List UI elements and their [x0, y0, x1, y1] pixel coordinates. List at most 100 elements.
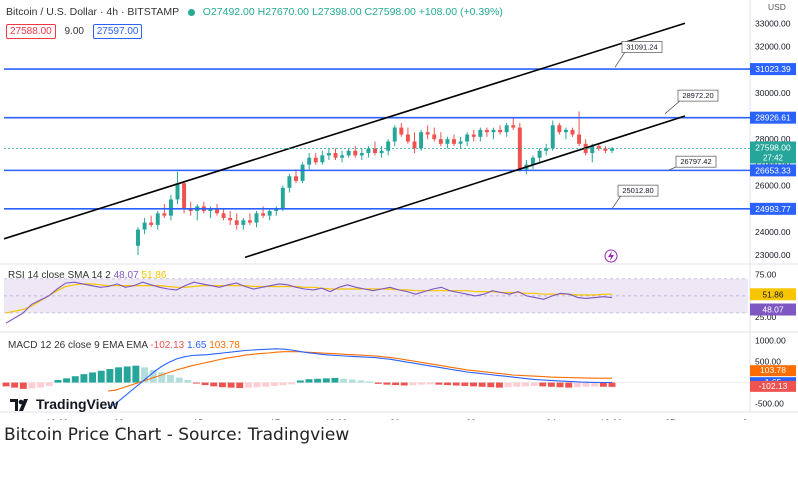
candle-body	[155, 213, 160, 225]
macd-label: MACD 12 26 close 9 EMA EMA	[8, 340, 148, 351]
macd-histogram-bar	[322, 378, 330, 383]
macd-signal-line	[107, 351, 612, 392]
current-price-label: 27598.00	[755, 142, 791, 152]
macd-histogram-bar	[547, 382, 555, 387]
macd-value-badge	[750, 365, 796, 377]
macd-histogram-bar	[331, 377, 339, 383]
price-tick-label: 28000.00	[755, 134, 791, 144]
price-note-leader	[611, 193, 623, 209]
candle-body	[511, 125, 516, 128]
candle-body	[412, 141, 417, 149]
candle-body	[333, 153, 338, 158]
level-price-badge	[750, 111, 796, 124]
rsi-legend[interactable]: RSI 14 close SMA 14 2 48.07 51.86	[8, 270, 166, 281]
candle-body	[550, 125, 555, 149]
candle-body	[537, 150, 542, 158]
macd-line	[107, 348, 612, 409]
time-tick-label: 24	[546, 418, 556, 420]
candle-body	[379, 150, 384, 154]
rsi-tick-label: 75.00	[755, 270, 777, 280]
buy-button[interactable]: 27597.00	[92, 24, 143, 39]
candle-body	[136, 229, 140, 246]
macd-histogram-bar	[37, 382, 45, 388]
macd-histogram-bar	[340, 378, 348, 383]
trading-chart[interactable]: USD33000.0032000.0031000.0030000.0029000…	[0, 0, 798, 420]
macd-histogram-bar	[435, 382, 443, 385]
level-price-label: 24993.77	[755, 204, 791, 214]
candle-body	[149, 222, 154, 225]
candle-body	[544, 148, 549, 151]
macd-histogram-bar	[426, 382, 434, 385]
macd-value-badge-label: 103.78	[760, 365, 786, 375]
macd-histogram-bar	[305, 379, 313, 383]
macd-histogram-bar	[253, 382, 261, 388]
macd-histogram-bar	[513, 382, 521, 387]
tradingview-logo[interactable]: TradingView	[10, 396, 118, 412]
macd-histogram-bar	[521, 382, 529, 387]
macd-histogram-bar	[71, 376, 79, 383]
lightning-alert-icon[interactable]	[604, 249, 618, 263]
macd-histogram-bar	[383, 382, 391, 385]
candle-body	[340, 155, 345, 158]
spread-value: 9.00	[64, 26, 84, 37]
macd-histogram-bar	[504, 382, 512, 388]
time-tick-label: 12:00	[325, 418, 348, 420]
macd-histogram-bar	[400, 382, 408, 386]
macd-histogram-bar	[262, 382, 270, 387]
macd-tick-label: 1000.00	[755, 335, 786, 345]
candle-body	[221, 213, 226, 218]
macd-histogram-bar	[158, 372, 166, 383]
symbol-title[interactable]: Bitcoin / U.S. Dollar · 4h · BITSTAMP	[6, 6, 179, 18]
macd-histogram-bar	[80, 374, 88, 383]
market-status-icon	[187, 8, 195, 16]
price-note-box	[677, 89, 719, 102]
candle-body	[452, 139, 456, 144]
macd-histogram-bar	[236, 382, 244, 389]
candle-body	[215, 208, 219, 214]
macd-histogram-bar	[495, 382, 503, 388]
macd-histogram-bar	[279, 382, 287, 386]
rsi-line	[5, 281, 613, 324]
time-tick-label: 27	[665, 418, 675, 420]
time-tick-label: 12:00	[46, 418, 69, 420]
macd-histogram-bar	[218, 382, 226, 388]
candle-body	[241, 220, 246, 225]
price-note-box	[621, 41, 663, 53]
level-price-badge	[750, 63, 796, 76]
candle-body	[432, 134, 437, 140]
rsi-sma-badge-label: 51.86	[762, 289, 784, 299]
macd-value-badge-label: -102.13	[759, 381, 788, 391]
rsi-sma-value: 51.86	[141, 270, 167, 281]
sell-button[interactable]: 27588.00	[6, 24, 56, 39]
macd-histogram-bar	[556, 382, 564, 388]
time-tick-label: 20	[390, 418, 400, 420]
macd-histogram-bar	[2, 382, 10, 387]
candle-body	[142, 222, 147, 230]
macd-histogram-bar	[89, 372, 97, 383]
macd-histogram-bar	[210, 382, 218, 387]
candle-body	[531, 157, 535, 165]
macd-histogram-bar	[366, 381, 374, 383]
currency-label: USD	[768, 2, 786, 12]
time-tick-label: 15	[193, 418, 203, 420]
candle-body	[294, 176, 298, 181]
macd-histogram-bar	[478, 382, 486, 387]
macd-histogram-bar	[54, 380, 62, 383]
macd-histogram-bar	[132, 365, 140, 383]
level-price-label: 31023.39	[755, 64, 791, 74]
macd-legend[interactable]: MACD 12 26 close 9 EMA EMA -102.13 1.65 …	[8, 340, 240, 351]
macd-histogram-bar	[530, 382, 538, 386]
candle-body	[392, 127, 397, 142]
level-price-badge	[750, 202, 796, 215]
macd-histogram-bar	[115, 367, 123, 383]
candle-body	[261, 213, 266, 216]
price-tick-label: 23000.00	[755, 250, 791, 260]
candle-body	[274, 208, 279, 212]
level-price-label: 26653.33	[755, 165, 791, 175]
candle-body	[563, 129, 568, 133]
macd-histogram-bar	[444, 382, 451, 386]
candle-body	[366, 148, 371, 154]
candle-body	[267, 211, 272, 216]
channel-trendline	[244, 115, 686, 259]
bar-countdown-label: 27:42	[763, 153, 784, 162]
